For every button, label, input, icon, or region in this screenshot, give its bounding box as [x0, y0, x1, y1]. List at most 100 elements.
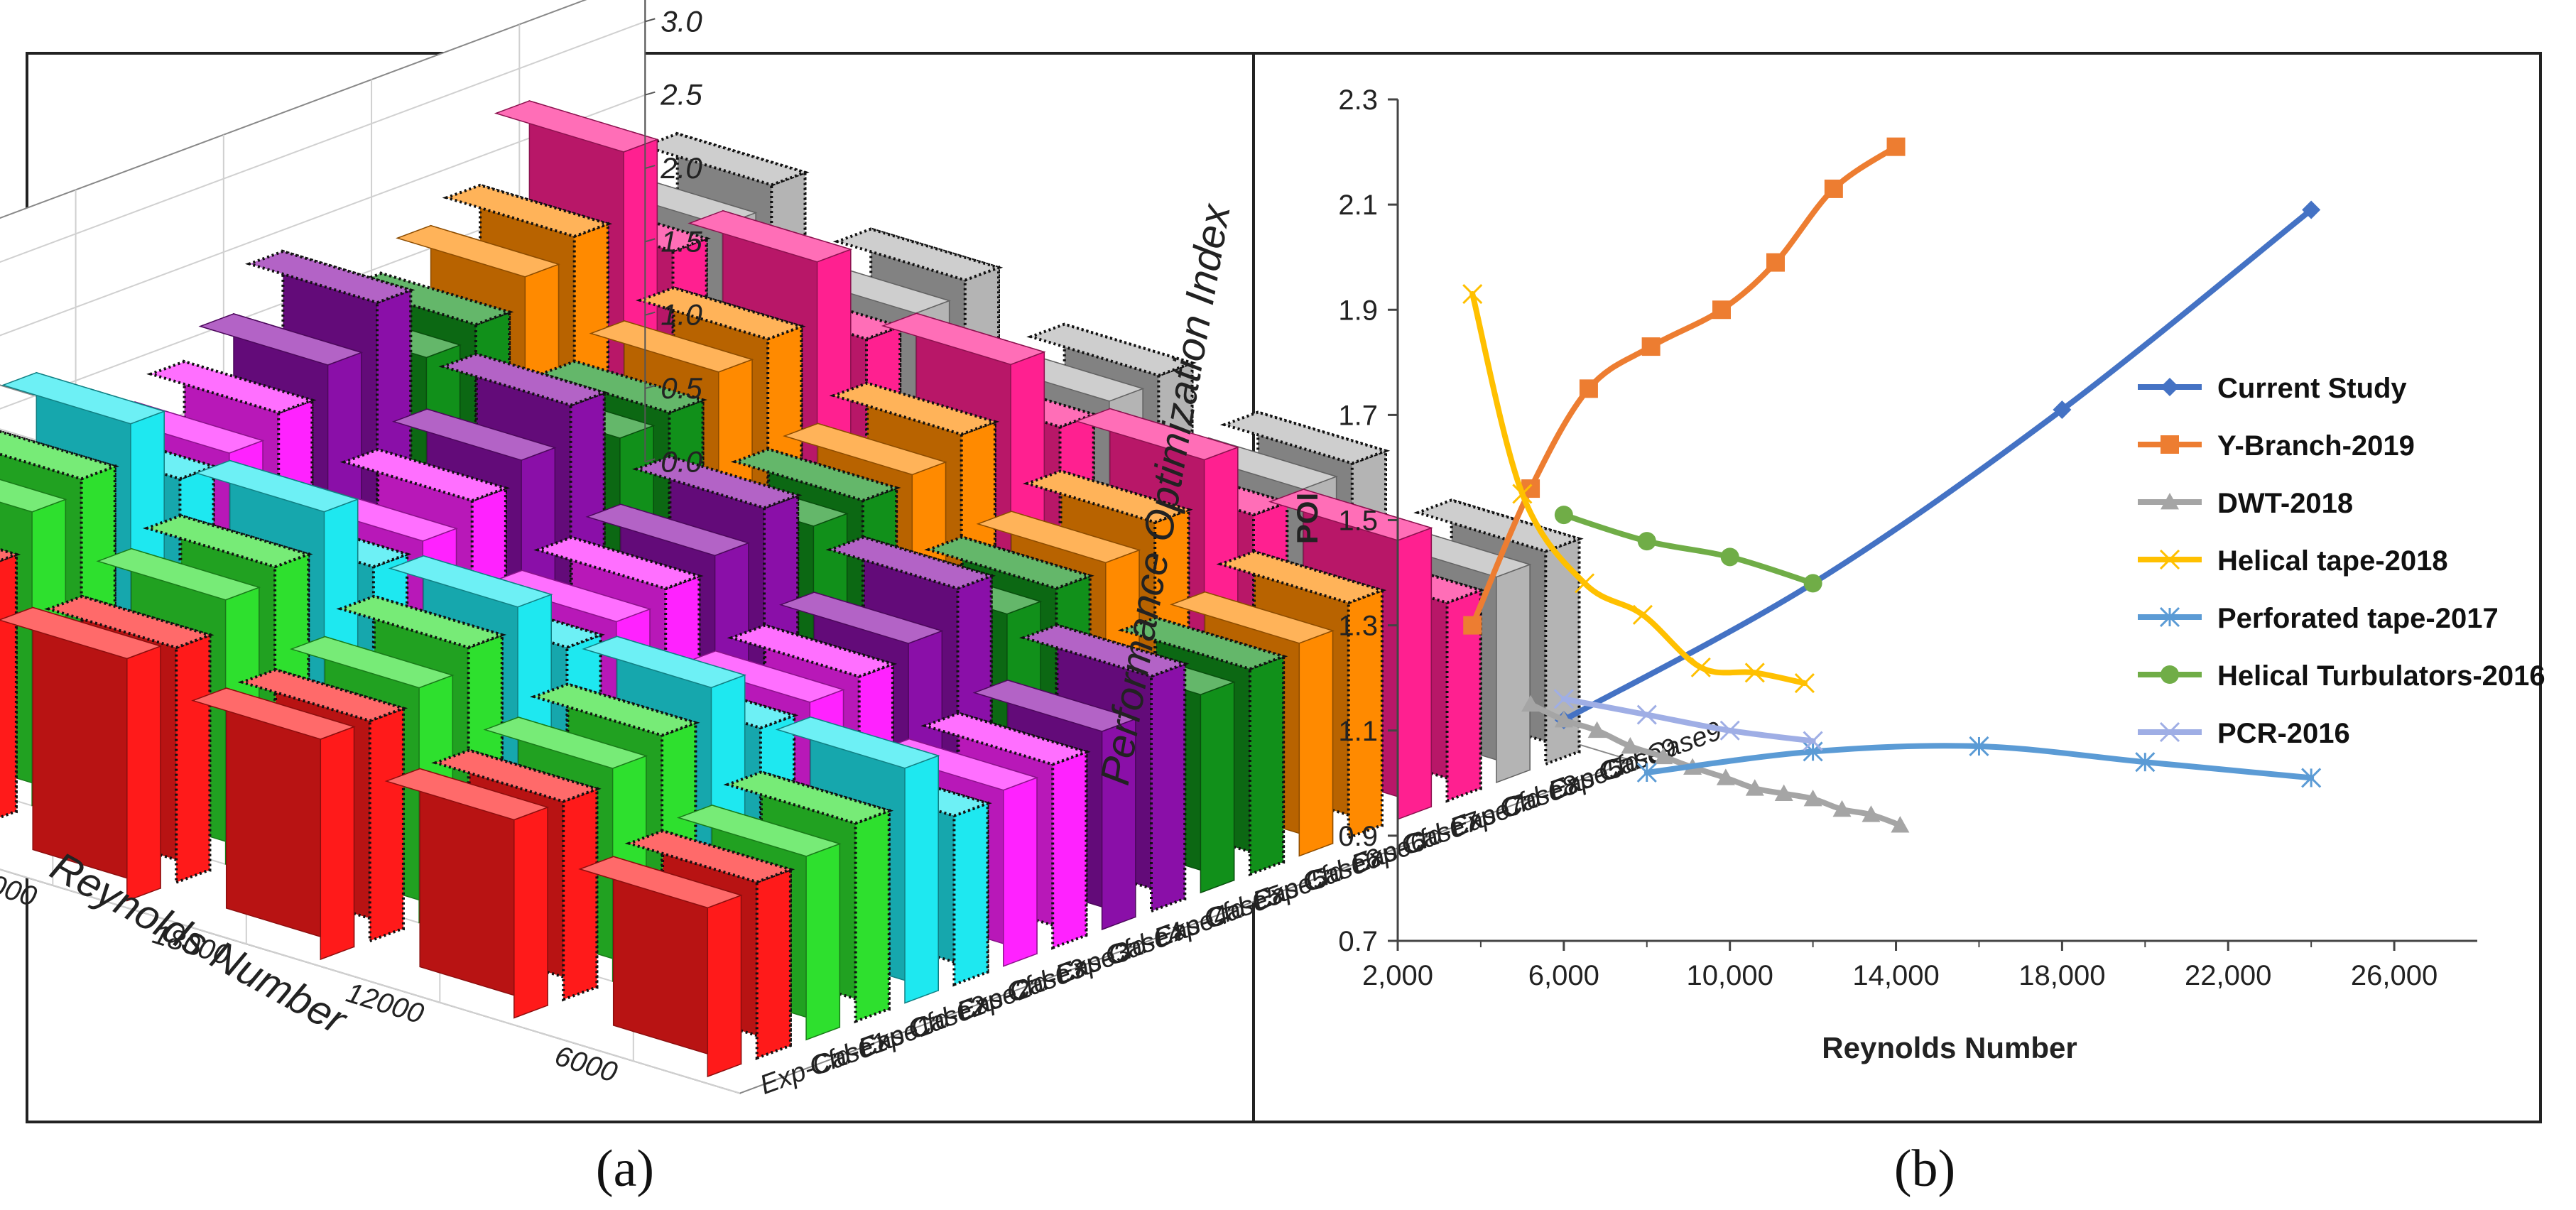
bar-top-face — [142, 514, 313, 569]
bar-top-face — [0, 430, 120, 481]
legend-item: Helical tape-2018 — [2138, 545, 2448, 577]
triangle-marker — [1803, 790, 1822, 807]
bar-front-face — [562, 787, 599, 1002]
square-marker — [1766, 253, 1785, 272]
panel-b-ticks: 0.7 0.9 1.1 1.3 1.5 1.7 1.9 2.1 2.3 2,000 6,000 10,… — [1338, 85, 2438, 991]
bar-top-face — [289, 636, 455, 689]
bar-top-face — [636, 286, 806, 341]
circle-marker — [1637, 532, 1656, 551]
x-marker-stroke — [1744, 663, 1765, 683]
square-marker — [1886, 137, 1906, 156]
bar-front-face — [1298, 630, 1334, 857]
panel-b-series — [1462, 137, 2322, 833]
series-helical-turbulators-2016 — [1554, 506, 1822, 593]
bar-front-face — [175, 633, 212, 885]
bar-top-face — [723, 770, 894, 825]
bar-top-face — [388, 555, 553, 608]
square-marker — [1824, 179, 1843, 198]
bar-front-face — [1003, 777, 1038, 967]
z-tick-label: 1.5 — [661, 224, 702, 258]
bar-top-face — [1117, 616, 1288, 671]
legend-label: DWT-2018 — [2217, 488, 2353, 519]
bar-Exp-Case1-re24000 — [0, 606, 163, 902]
legend-label: Helical Turbulators-2016 — [2217, 660, 2545, 692]
bar-top-face — [0, 479, 67, 513]
bar-top-face — [391, 408, 557, 461]
bar-top-face — [96, 547, 261, 601]
bar-top-face — [829, 381, 1000, 436]
x-marker-stroke — [1632, 604, 1653, 625]
y-tick-label: 0.9 — [1338, 821, 1378, 852]
x-marker-stroke — [2159, 721, 2180, 743]
diamond-marker — [2053, 400, 2072, 419]
bar-top-face — [244, 249, 415, 305]
bar-front-face — [1248, 654, 1286, 877]
legend-label: PCR-2016 — [2217, 718, 2350, 749]
bar-top-face — [778, 592, 944, 644]
bar-top-face — [0, 547, 21, 562]
bar-top-face — [1413, 498, 1584, 553]
bar-front-face — [126, 645, 161, 902]
x-marker-stroke — [1803, 731, 1823, 751]
bar-front-face — [368, 706, 405, 943]
bar-top-face — [1018, 623, 1190, 678]
bar-top-face — [191, 687, 356, 740]
bar-top-face — [396, 224, 560, 278]
legend-item: Helical Turbulators-2016 — [2138, 660, 2545, 692]
bar-top-face — [676, 805, 842, 857]
bar-top-face — [585, 503, 751, 557]
x-marker-stroke — [1512, 484, 1533, 504]
bar-top-face — [1026, 322, 1197, 377]
caption-b: (b) — [1894, 1140, 1955, 1198]
triangle-marker — [1554, 710, 1573, 728]
square-marker — [1579, 379, 1598, 398]
z-tick-label: 1.0 — [661, 298, 702, 332]
legend-item: Current Study — [2138, 373, 2407, 404]
bar-top-face — [972, 680, 1138, 732]
square-marker — [1463, 616, 1482, 635]
x-marker-stroke — [1719, 720, 1740, 741]
bar-top-face — [146, 359, 317, 415]
x-marker-stroke — [1794, 673, 1815, 694]
bar-top-face — [384, 768, 550, 821]
bar-top-face — [1216, 550, 1387, 605]
z-tick-mark — [645, 311, 656, 316]
z-tick-mark — [645, 385, 656, 390]
x-tick-label: 22,000 — [2185, 960, 2271, 991]
bar-top-face — [825, 535, 996, 590]
legend-label: Y-Branch-2019 — [2217, 430, 2415, 462]
triangle-marker — [1654, 747, 1673, 765]
bar-top-face — [1170, 591, 1335, 644]
bar-top-face — [0, 606, 163, 660]
bar-Exp-Case1-re18000 — [191, 687, 356, 961]
square-marker — [1712, 300, 1731, 320]
y-tick-label: 1.7 — [1338, 400, 1378, 431]
bar-top-face — [578, 856, 743, 909]
x-tick-label: 10,000 — [1687, 960, 1773, 991]
triangle-marker — [1862, 805, 1881, 822]
back-wall-gridline — [0, 21, 646, 263]
bar-front-face — [1200, 681, 1235, 894]
bar-front-face — [904, 755, 939, 1004]
diamond-marker — [2161, 378, 2179, 396]
square-marker — [1641, 337, 1661, 356]
bar-top-face — [924, 535, 1094, 590]
bar-Cfd-Case1-re30000 — [0, 547, 21, 819]
z-tick-mark — [645, 18, 656, 23]
triangle-marker — [1587, 721, 1607, 738]
bar-top-face — [624, 829, 795, 884]
y-tick-label: 2.1 — [1338, 190, 1378, 221]
diamond-marker — [2302, 200, 2321, 219]
x-tick-label: 6,000 — [1528, 960, 1599, 991]
bar-top-face — [533, 535, 704, 590]
z-tick-mark — [645, 458, 656, 463]
triangle-marker — [1621, 736, 1640, 754]
bar-top-face — [631, 454, 803, 510]
series-line — [1560, 207, 2315, 723]
bar-top-face — [832, 227, 1004, 282]
x-marker-stroke — [1462, 283, 1483, 305]
legend-item: Perforated tape-2017 — [2138, 603, 2499, 634]
bar-top-face — [44, 594, 214, 650]
bar-front-face — [707, 894, 742, 1078]
